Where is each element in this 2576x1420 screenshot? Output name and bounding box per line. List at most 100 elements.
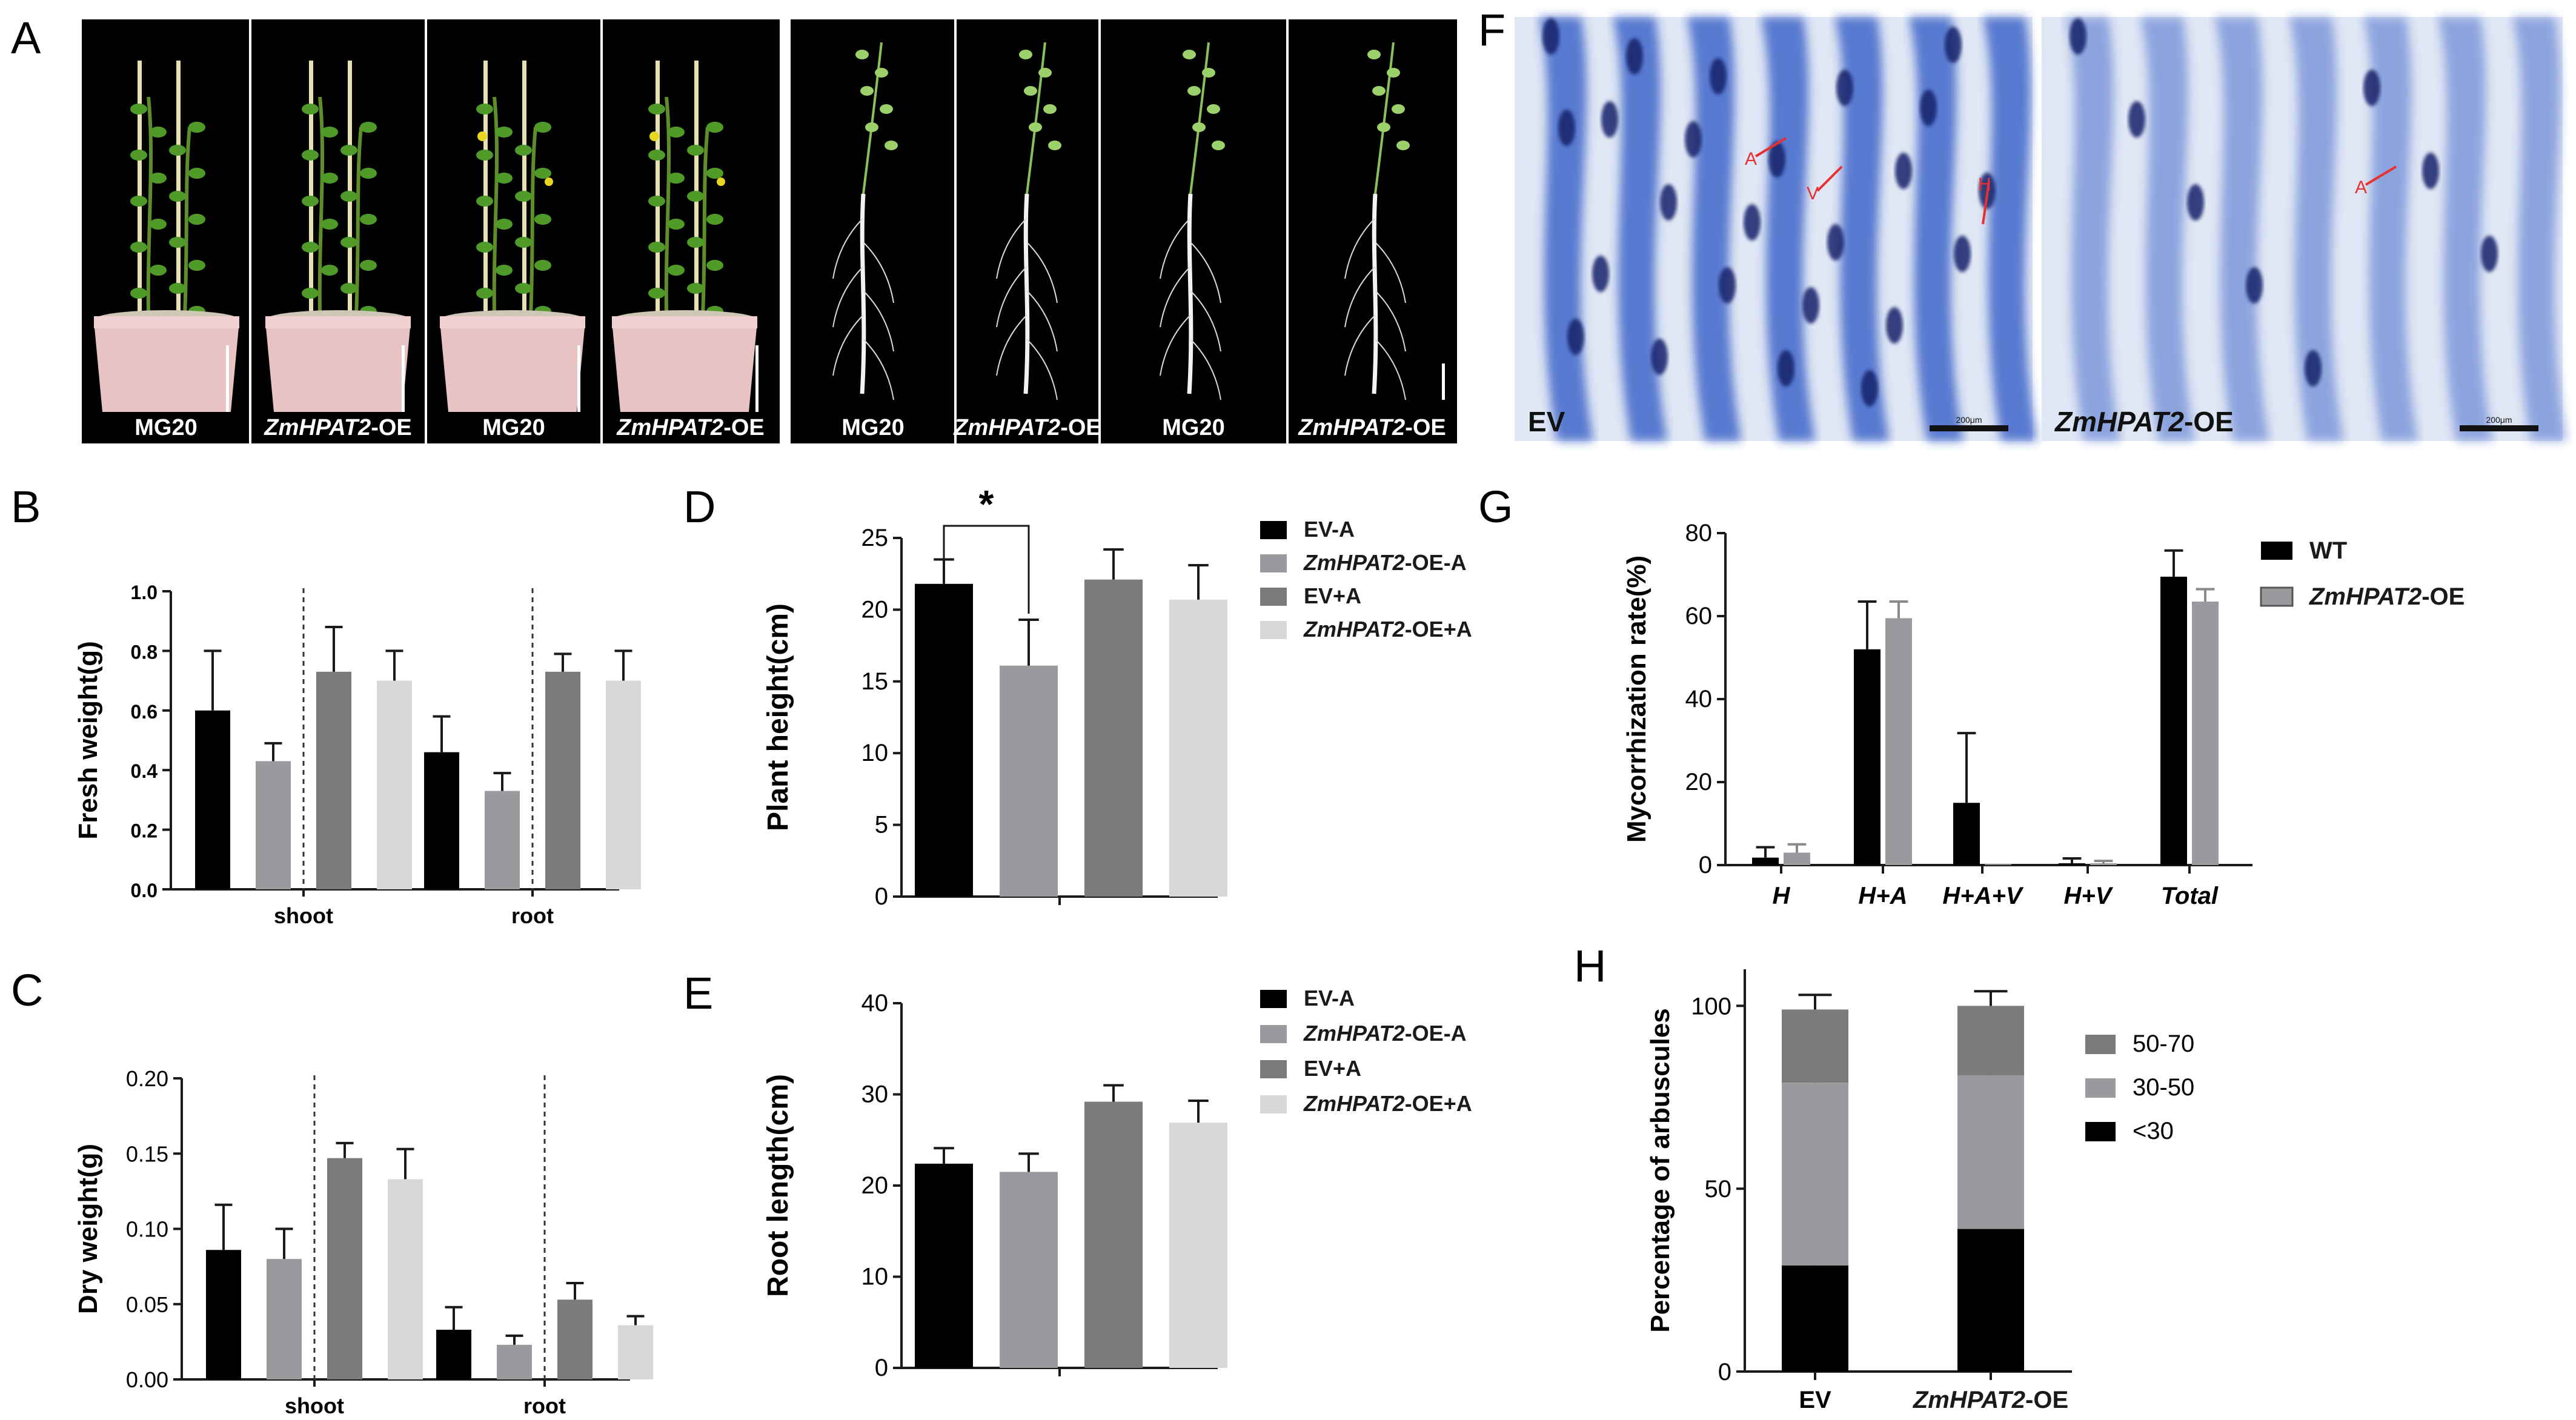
micrograph-caption: ZmHPAT2-OE: [2054, 406, 2234, 437]
arbuscule: [2128, 101, 2145, 138]
leaf: [130, 288, 147, 299]
y-tick-label: 40: [861, 990, 889, 1017]
significance-bracket: [943, 525, 1030, 614]
root: [1372, 193, 1378, 394]
y-tick-label: 20: [1685, 769, 1713, 795]
root-branch: [996, 266, 1027, 328]
root-branch: [1026, 242, 1058, 304]
arrow: [1754, 137, 1787, 158]
photo-background: [791, 19, 1457, 443]
stem: [492, 96, 499, 316]
root-branch: [1160, 266, 1191, 328]
stem: [146, 96, 153, 316]
arbuscule: [1920, 90, 1937, 126]
root-branch: [1375, 242, 1406, 304]
legend-swatch: [2261, 542, 2292, 560]
legend-swatch: [1260, 990, 1287, 1008]
leaf: [302, 104, 319, 114]
arbuscule: [1558, 110, 1575, 146]
root-branch: [1026, 290, 1058, 352]
legend-label: 30-50: [2133, 1074, 2194, 1101]
legend-swatch: [1260, 621, 1287, 639]
arbuscule: [1719, 267, 1736, 304]
stained-tissue: [2066, 17, 2120, 441]
y-axis-label: Fresh weight(g): [73, 641, 103, 840]
flower: [649, 131, 659, 141]
leaf: [865, 122, 878, 132]
arbuscule: [2246, 267, 2263, 304]
root-branch: [996, 314, 1027, 376]
leaf: [188, 122, 205, 133]
leaf: [880, 104, 893, 114]
bar: [1957, 1075, 2024, 1229]
shoot: [1374, 42, 1395, 194]
root-branch: [1160, 314, 1191, 376]
leaf: [860, 86, 874, 96]
legend-swatch: [2085, 1122, 2116, 1141]
stake: [522, 61, 526, 315]
leaf: [150, 265, 167, 276]
stake: [176, 61, 181, 315]
bar: [1953, 803, 1980, 865]
leaf: [687, 237, 704, 248]
root-branch: [996, 217, 1027, 279]
y-tick-label: 0.0: [131, 880, 158, 901]
bar: [1752, 857, 1779, 865]
y-tick-label: 40: [1685, 686, 1713, 712]
leaf: [1377, 122, 1390, 132]
bar: [316, 671, 351, 889]
bar: [2192, 602, 2219, 865]
bar: [206, 1250, 241, 1379]
significance-star: *: [979, 482, 994, 526]
x-tick-label: H: [1773, 883, 1791, 909]
y-tick-label: 80: [1685, 520, 1713, 546]
bar: [377, 680, 412, 889]
panel-letter-g: G: [1478, 482, 1513, 532]
y-tick-label: 0.6: [131, 701, 158, 723]
legend-label: WT: [2309, 537, 2347, 564]
stake: [656, 61, 660, 315]
leaf: [496, 219, 513, 230]
stained-tissue: [1908, 17, 1964, 441]
leaf: [515, 145, 532, 156]
legend-label: EV-A: [1304, 517, 1355, 542]
leaf: [302, 150, 319, 161]
arbuscule: [1827, 224, 1844, 260]
x-tick-label: H+V: [2064, 883, 2114, 909]
stained-tissue: [2363, 17, 2418, 441]
arbuscule: [1651, 339, 1668, 375]
legend-swatch: [2085, 1078, 2116, 1098]
leaf: [1192, 122, 1206, 132]
y-tick-label: 0.00: [126, 1367, 168, 1392]
legend-label: EV-A: [1304, 986, 1355, 1010]
leaf: [1392, 104, 1405, 114]
panel-letter-d: D: [683, 482, 715, 532]
arbuscule: [2070, 18, 2086, 55]
arrow-label: A: [1745, 149, 1757, 169]
shoot: [1026, 42, 1046, 194]
photo-plants-roots: MG20 ZmHPAT2-OE MG20 ZmHPAT2-OE: [791, 19, 1457, 443]
y-tick-label: 0.10: [126, 1217, 168, 1242]
stake: [694, 61, 699, 315]
x-tick-label: EV: [1799, 1387, 1831, 1413]
leaf: [496, 127, 513, 138]
y-tick-label: 0.2: [131, 820, 158, 842]
leaf: [534, 214, 551, 225]
y-tick-label: 0.8: [131, 641, 158, 663]
legend-swatch: [1260, 1060, 1287, 1078]
bar: [606, 680, 641, 889]
bar: [1000, 1172, 1058, 1368]
leaf: [1029, 122, 1042, 132]
pot-rim: [440, 316, 585, 328]
leaf: [687, 145, 704, 156]
bar: [1985, 864, 2011, 865]
x-tick-label: root: [511, 903, 554, 928]
legend-swatch: [1260, 554, 1287, 572]
leaf: [1019, 50, 1032, 59]
chart-root-length: 0 10 20 30 40 Root length(cm) EV-A ZmHPAT2-OE-A…: [762, 986, 1472, 1381]
panel-letter-a: A: [11, 13, 41, 63]
photo-root-micrographs: EV 200μm ZmHPAT2-OE 200μm A V H A: [1515, 17, 2568, 441]
scale-bar-label: 200μm: [2486, 415, 2512, 425]
bar: [545, 671, 580, 889]
bar: [915, 583, 973, 897]
